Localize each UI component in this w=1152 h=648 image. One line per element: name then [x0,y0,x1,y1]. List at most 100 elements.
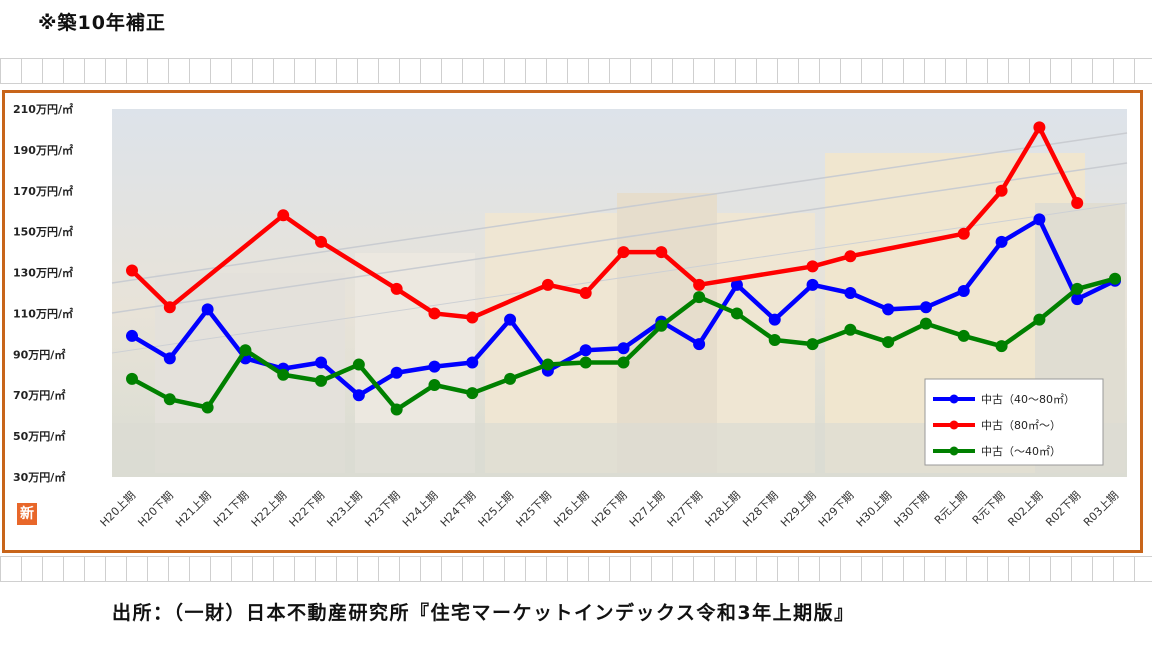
series-point [390,366,403,379]
series-point [844,287,857,299]
series-point [504,372,517,385]
series-point [617,246,630,259]
x-tick-label: H26上期 [551,489,592,530]
x-tick-label: H22下期 [287,489,328,530]
series-point [277,209,290,222]
series-point [541,278,554,291]
x-tick-label: R02下期 [1043,489,1083,529]
series-point [579,344,592,357]
series-point [466,387,479,400]
series-point [126,372,138,385]
series-point [352,389,365,402]
series-point [390,403,403,416]
series-point [882,336,895,349]
series-point [806,338,819,351]
series-point [541,358,554,371]
y-tick-label: 170万円/㎡ [13,184,73,198]
new-badge: 新 [17,503,37,525]
series-point [126,329,138,342]
series-point [693,278,706,291]
x-tick-label: R03上期 [1081,489,1121,529]
series-point [390,282,403,295]
series-point [995,235,1008,248]
series-point [1071,282,1084,295]
series-point [428,307,441,320]
series-point [277,368,290,381]
series-point [957,329,970,342]
series-point [693,338,706,351]
legend-label: 中古（40〜80㎡） [981,393,1075,406]
series-point [201,401,214,414]
series-point [655,246,668,259]
y-tick-label: 30万円/㎡ [13,470,65,484]
series-line [129,125,1080,320]
series-point [617,356,630,369]
y-tick-label: 110万円/㎡ [13,306,73,320]
series-point [315,374,328,387]
x-tick-label: H29下期 [816,489,857,530]
x-tick-label: H25下期 [514,489,555,530]
x-tick-label: H20上期 [98,489,139,530]
series-point [730,278,743,291]
series-point [466,311,479,324]
series-layer [126,121,1121,416]
series-point [466,356,479,369]
legend-label: 中古（〜40㎡） [981,445,1061,458]
series-point [428,360,441,373]
y-tick-label: 130万円/㎡ [13,266,73,280]
series-point [844,250,857,263]
x-tick-label: H23下期 [362,489,403,530]
y-tick-label: 210万円/㎡ [13,102,73,116]
series-point [428,379,441,391]
series-point [1033,313,1046,326]
x-tick-label: R元上期 [932,489,970,527]
chart-frame: 30万円/㎡ 50万円/㎡ 70万円/㎡ 90万円/㎡ 110万円/㎡ 130万円/㎡ 15… [2,90,1143,553]
series-point [315,235,328,248]
photo-background [111,109,1128,477]
x-tick-label: R元下期 [970,489,1008,527]
series-point [806,278,819,291]
series-point [352,358,365,371]
series-point [995,184,1008,197]
x-tick-label: H30上期 [854,489,895,530]
x-tick-label: H22上期 [249,489,290,530]
chart-svg: 30万円/㎡ 50万円/㎡ 70万円/㎡ 90万円/㎡ 110万円/㎡ 130万円/㎡ 15… [13,102,1128,530]
series-point [201,303,214,316]
legend-swatch-point [949,446,959,456]
x-tick-label: H23上期 [324,489,365,530]
series-point [693,291,706,304]
x-tick-label: H30下期 [892,489,933,530]
x-tick-label: H21下期 [211,489,252,530]
series-point [655,319,668,332]
series-point [163,301,176,314]
x-tick-label: H24下期 [438,489,479,530]
series-point [919,301,932,314]
x-tick-label: H20下期 [135,489,176,530]
x-tick-label: H25上期 [476,489,517,530]
series-point [957,227,970,240]
legend-swatch-point [949,394,959,404]
legend-label: 中古（80㎡〜） [981,419,1061,432]
series-point [882,303,895,316]
series-2 [126,272,1121,416]
series-point [617,342,630,355]
x-tick-label: H24上期 [400,489,441,530]
series-point [579,287,592,299]
series-point [1033,121,1046,134]
series-point [315,356,328,369]
series-1 [126,121,1084,324]
x-tick-label: H26下期 [589,489,630,530]
x-tick-label: H29上期 [778,489,819,530]
series-point [239,344,252,357]
source-text: 出所：（一財）日本不動産研究所『住宅マーケットインデックス令和3年上期版』 [112,602,855,624]
series-point [995,340,1008,353]
series-point [919,317,932,330]
x-tick-label: H21上期 [173,489,214,530]
series-point [504,313,517,326]
note-text: ※築10年補正 [38,12,166,34]
y-tick-label: 50万円/㎡ [13,429,65,443]
bottom-grid-strip [0,556,1152,582]
series-point [768,334,781,347]
series-point [163,352,176,365]
series-point [1109,272,1121,285]
